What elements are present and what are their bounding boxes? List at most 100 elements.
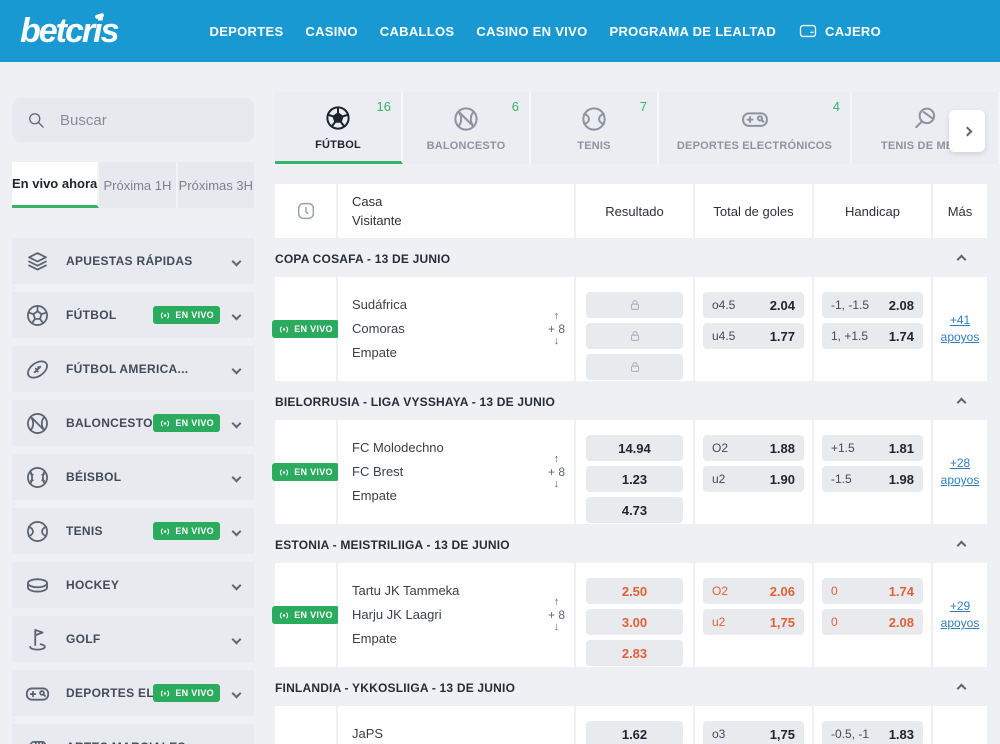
more-bets-link[interactable]: +28 apoyos xyxy=(940,456,980,487)
search-icon xyxy=(29,113,44,128)
odds-button[interactable]: u4.5 1.77 xyxy=(703,323,804,349)
odds-button[interactable]: o4.5 2.04 xyxy=(703,292,804,318)
odds-button[interactable]: 2.83 xyxy=(586,640,683,666)
live-badge: EN VIVO xyxy=(153,414,220,432)
sidebar-item-hockey[interactable]: HOCKEY xyxy=(12,562,254,608)
search-input[interactable] xyxy=(60,111,230,129)
menu-item-casino[interactable]: CASINO xyxy=(305,23,358,39)
sport-tab-tenis-de-mesa[interactable]: TENIS DE MESA xyxy=(852,92,1000,164)
odds-button[interactable]: O2 1.88 xyxy=(703,435,804,461)
american-football-icon xyxy=(24,356,51,383)
live-badge: EN VIVO xyxy=(272,463,339,481)
more-markets-control[interactable]: ↑ + 8 ↓ xyxy=(547,596,565,633)
odds-button[interactable]: 1.62 xyxy=(586,721,683,744)
chevron-down-icon xyxy=(231,688,242,698)
odds-button[interactable]: u2 1.90 xyxy=(703,466,804,492)
chevron-down-icon xyxy=(231,364,242,374)
main-menu: DEPORTES CASINO CABALLOS CASINO EN VIVO … xyxy=(210,21,882,41)
more-bets-link[interactable]: +29 apoyos xyxy=(940,599,980,630)
header-total-de-goles: Total de goles xyxy=(713,203,794,219)
live-badge: EN VIVO xyxy=(272,320,339,338)
odds-button[interactable]: +1.5 1.81 xyxy=(822,435,923,461)
odds-button[interactable]: 2.50 xyxy=(586,578,683,604)
chevron-down-icon xyxy=(231,310,242,320)
sport-tab-tenis[interactable]: 7 TENIS xyxy=(531,92,659,164)
more-bets-link[interactable]: +41 apoyos xyxy=(940,313,980,344)
draw-label: Empate xyxy=(352,488,397,503)
menu-item-caballos[interactable]: CABALLOS xyxy=(379,23,455,39)
tennis-icon xyxy=(24,518,51,545)
chevron-down-icon xyxy=(231,256,242,266)
section-header: BIELORRUSIA - LIGA VYSSHAYA - 13 DE JUNI… xyxy=(275,387,987,417)
sidebar-item-tenis[interactable]: TENIS EN VIVO xyxy=(12,508,254,554)
collapse-section-icon[interactable] xyxy=(956,540,967,550)
odds-button[interactable]: -1, -1.5 2.08 xyxy=(822,292,923,318)
sidebar-item-futbol[interactable]: FÚTBOL EN VIVO xyxy=(12,292,254,338)
odds-button[interactable]: 14.94 xyxy=(586,435,683,461)
odds-button[interactable]: 4.73 xyxy=(586,497,683,523)
odds-button[interactable]: 1, +1.5 1.74 xyxy=(822,323,923,349)
odds-button[interactable]: O2 2.06 xyxy=(703,578,804,604)
lock-icon xyxy=(630,362,639,372)
sidebar-item-apuestas-rapidas[interactable]: APUESTAS RÁPIDAS xyxy=(12,238,254,284)
chevron-right-icon xyxy=(962,126,972,136)
sports-list: APUESTAS RÁPIDAS FÚTBOL EN VIVO FÚTBOL A… xyxy=(0,238,262,744)
live-badge: EN VIVO xyxy=(153,684,220,702)
odds-button[interactable]: -1.5 1.98 xyxy=(822,466,923,492)
live-badge: EN VIVO xyxy=(153,306,220,324)
menu-item-programa-de-lealtad[interactable]: PROGRAMA DE LEALTAD xyxy=(609,23,777,39)
sidebar-item-beisbol[interactable]: BÉISBOL xyxy=(12,454,254,500)
menu-item-casino-en-vivo[interactable]: CASINO EN VIVO xyxy=(476,23,588,39)
odds-button-locked[interactable] xyxy=(586,323,683,349)
markets-down-icon: ↓ xyxy=(553,478,560,490)
section-title: ESTONIA - MEISTRILIIGA - 13 DE JUNIO xyxy=(275,538,510,552)
collapse-section-icon[interactable] xyxy=(956,397,967,407)
search-box[interactable] xyxy=(12,98,254,142)
sidebar-item-futbol-americano[interactable]: FÚTBOL AMERICA... xyxy=(12,346,254,392)
home-team: Tartu JK Tammeka xyxy=(352,583,460,598)
hockey-puck-icon xyxy=(24,572,51,599)
layers-icon xyxy=(24,248,51,275)
tab-en-vivo-ahora[interactable]: En vivo ahora xyxy=(12,162,100,208)
sidebar-item-baloncesto[interactable]: BALONCESTO EN VIVO xyxy=(12,400,254,446)
tabs-scroll-right-button[interactable] xyxy=(949,110,985,152)
home-team: FC Molodechno xyxy=(352,440,444,455)
table-tennis-icon xyxy=(915,107,936,129)
collapse-section-icon[interactable] xyxy=(956,683,967,693)
odds-button[interactable]: 0 1.74 xyxy=(822,578,923,604)
sport-tab-deportes-electronicos[interactable]: 4 DEPORTES ELECTRÓNICOS xyxy=(659,92,852,164)
wallet-icon xyxy=(799,24,817,38)
gamepad-icon xyxy=(741,112,768,127)
sidebar-item-golf[interactable]: GOLF xyxy=(12,616,254,662)
collapse-section-icon[interactable] xyxy=(956,254,967,264)
chevron-down-icon xyxy=(231,526,242,536)
sidebar-item-deportes-electronicos[interactable]: DEPORTES ELECTRÓ... EN VIVO xyxy=(12,670,254,716)
sport-tab-futbol[interactable]: 16 FÚTBOL xyxy=(275,92,403,164)
more-markets-control[interactable]: ↑ + 8 ↓ xyxy=(547,310,565,347)
away-team: FC Brest xyxy=(352,464,404,479)
draw-label: Empate xyxy=(352,345,397,360)
match-row: EN VIVO Tartu JK Tammeka Harju JK Laagri… xyxy=(272,563,987,667)
menu-item-cajero[interactable]: CAJERO xyxy=(798,21,881,41)
betcris-logo[interactable]: betcris xyxy=(20,11,119,50)
menu-item-deportes[interactable]: DEPORTES xyxy=(209,23,284,39)
gamepad-icon xyxy=(24,680,51,707)
odds-button-locked[interactable] xyxy=(586,292,683,318)
sport-tab-baloncesto[interactable]: 6 BALONCESTO xyxy=(403,92,531,164)
odds-button[interactable]: 0 2.08 xyxy=(822,609,923,635)
header-handicap: Handicap xyxy=(845,203,900,219)
markets-up-icon: ↑ xyxy=(553,453,560,465)
live-broadcast-icon xyxy=(280,326,289,332)
odds-button-locked[interactable] xyxy=(586,354,683,380)
live-broadcast-icon xyxy=(280,612,289,618)
odds-button[interactable]: 1.23 xyxy=(586,466,683,492)
odds-button[interactable]: 3.00 xyxy=(586,609,683,635)
more-markets-control[interactable]: ↑ + 8 ↓ xyxy=(547,453,565,490)
tab-proxima-1h[interactable]: Próxima 1H xyxy=(99,162,178,208)
tab-proximas-3h[interactable]: Próximas 3H xyxy=(177,162,254,208)
odds-button[interactable]: o3 1,75 xyxy=(703,721,804,744)
sidebar-item-artes-marciales[interactable]: ARTES MARCIALES xyxy=(12,724,254,744)
odds-button[interactable]: u2 1,75 xyxy=(703,609,804,635)
odds-button[interactable]: -0.5, -1 1.83 xyxy=(822,721,923,744)
fist-icon xyxy=(24,734,51,744)
